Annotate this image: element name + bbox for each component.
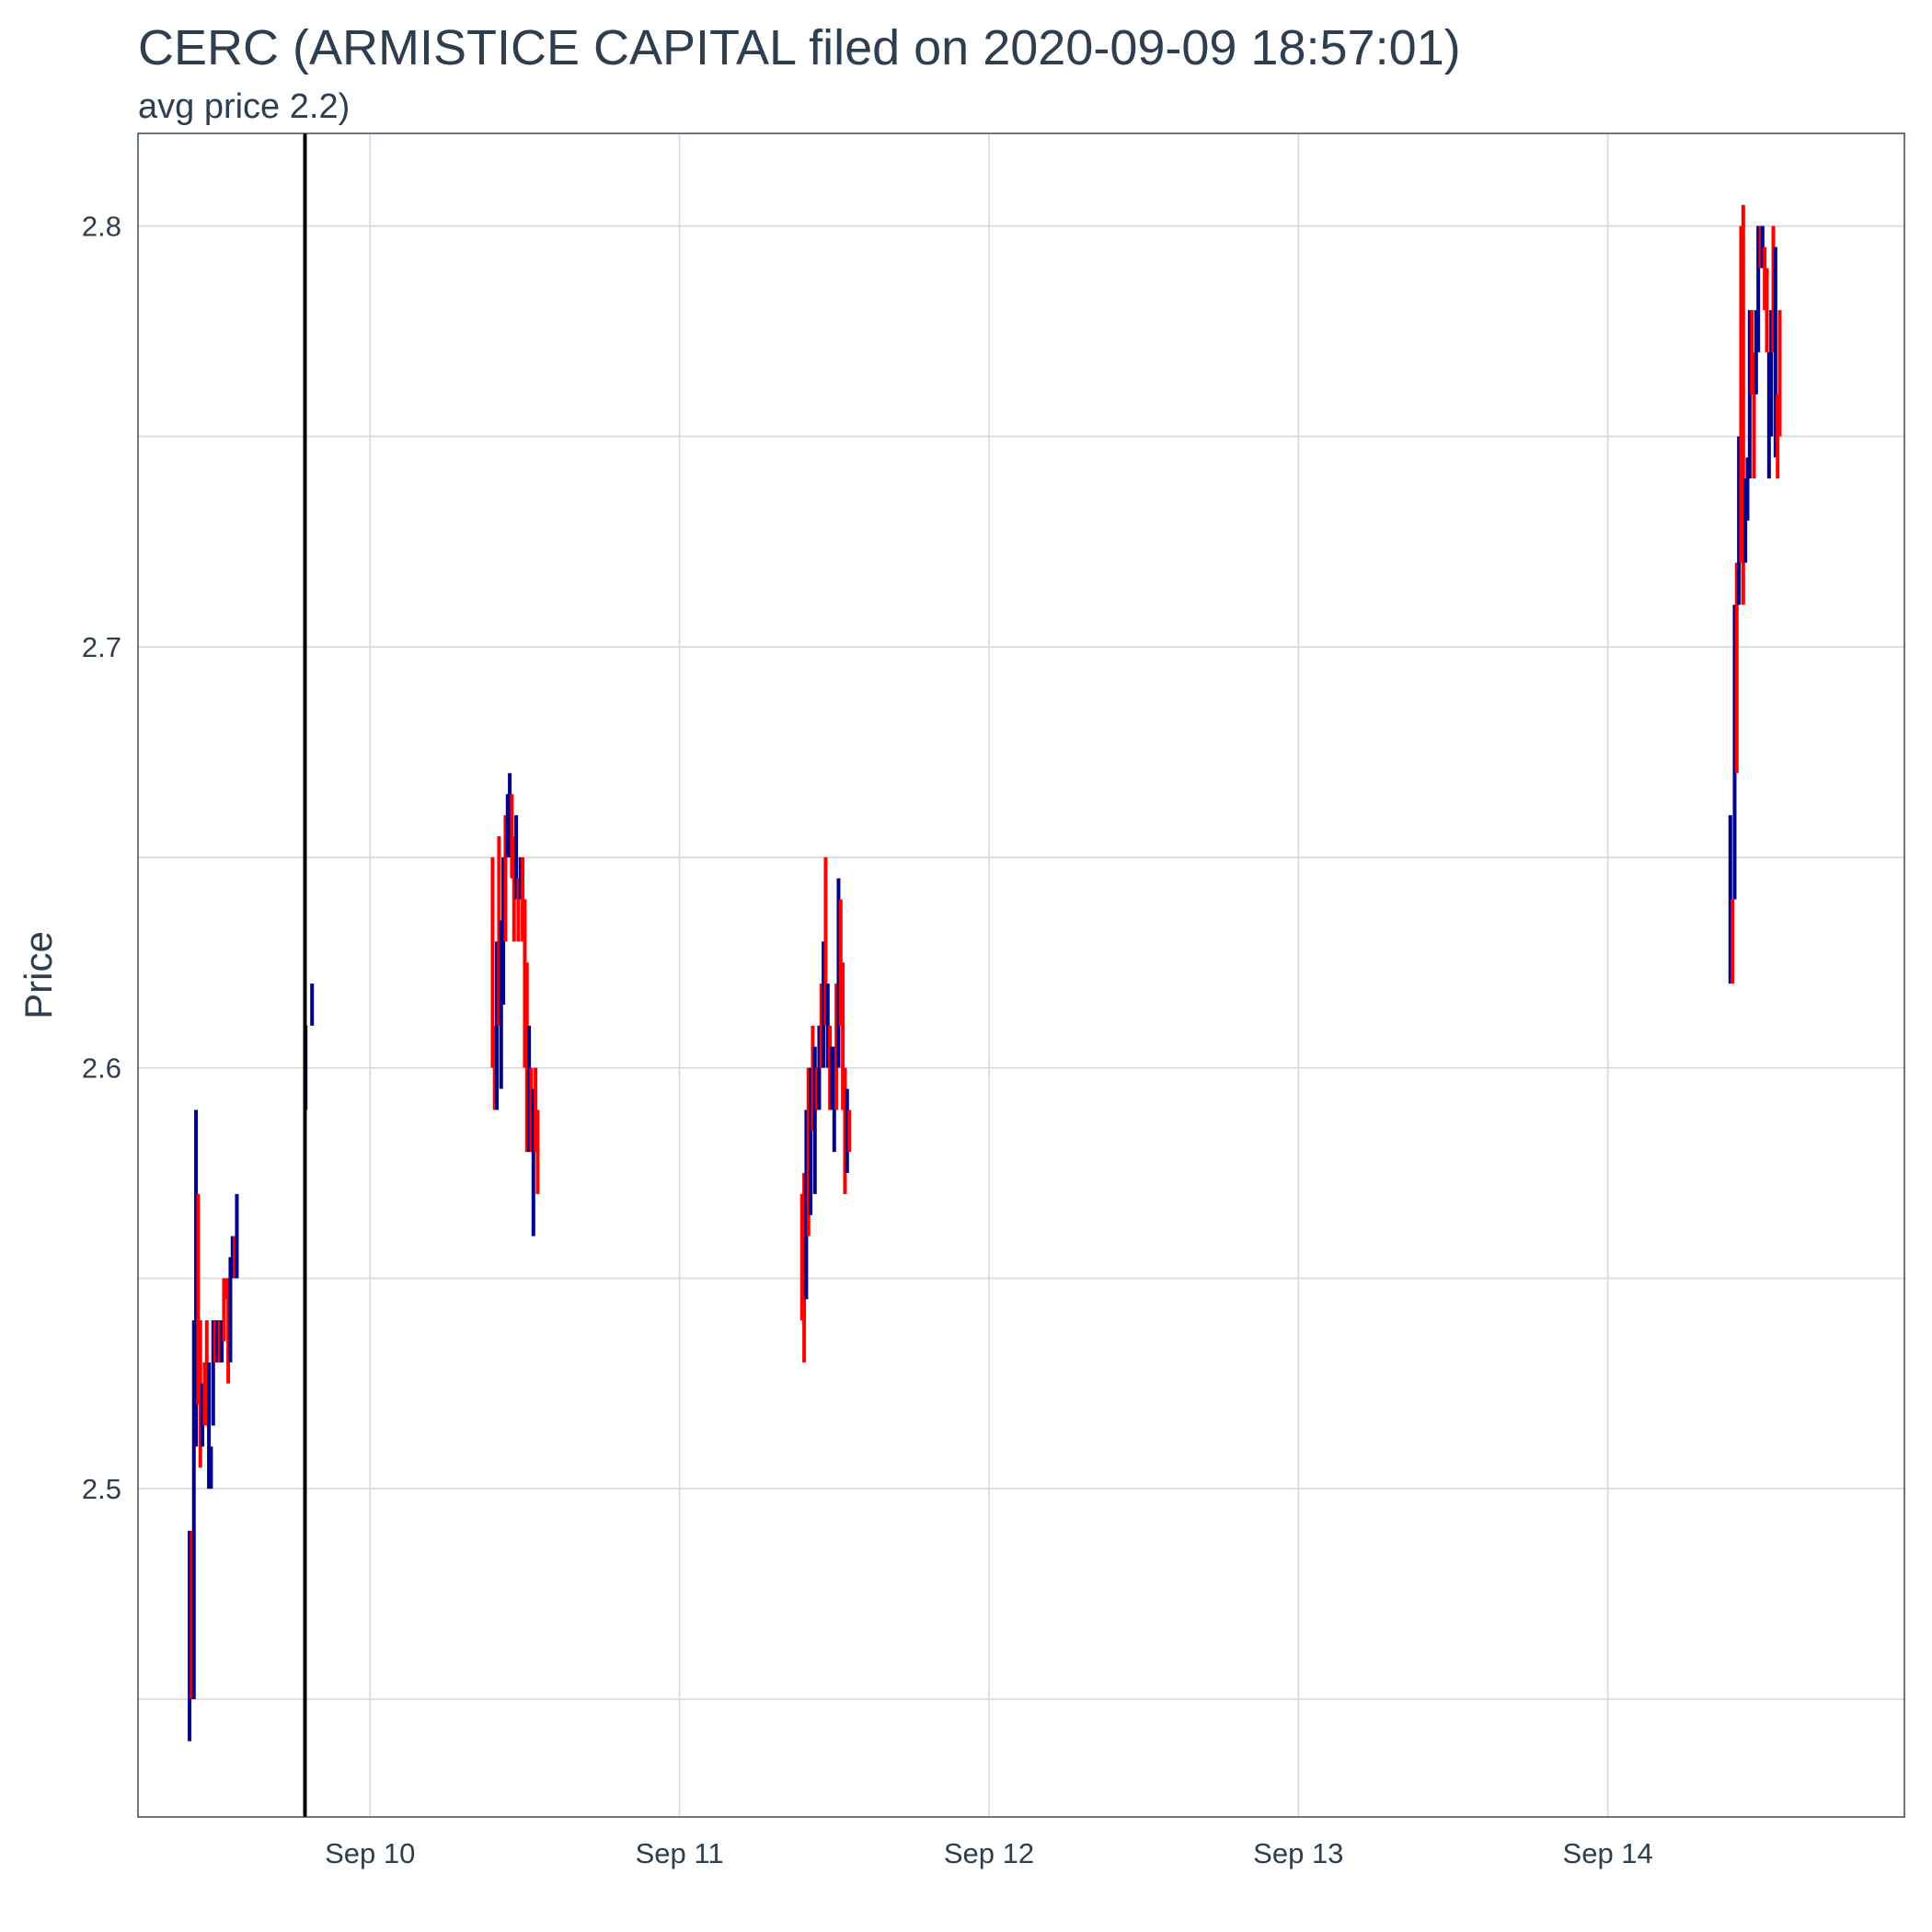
- y-axis-ticks: 2.5 2.6 2.7 2.8: [82, 211, 121, 1506]
- x-tick-label: Sep 11: [636, 1837, 724, 1869]
- ohlc-bars: [188, 204, 1782, 1742]
- x-tick-label: Sep 13: [1253, 1837, 1343, 1869]
- x-tick-label: Sep 14: [1563, 1837, 1653, 1869]
- chart-subtitle: avg price 2.2): [138, 87, 350, 126]
- y-tick-label: 2.7: [82, 631, 121, 663]
- y-axis-label: Price: [17, 931, 60, 1019]
- plot-panel: [137, 132, 1905, 1818]
- y-tick-label: 2.8: [82, 211, 121, 243]
- y-tick-label: 2.5: [82, 1473, 121, 1505]
- chart-title: CERC (ARMISTICE CAPITAL filed on 2020-09…: [138, 20, 1461, 75]
- x-tick-label: Sep 12: [944, 1837, 1034, 1869]
- grid-lines: [138, 133, 1904, 1817]
- x-axis-ticks: Sep 10 Sep 11 Sep 12 Sep 13 Sep 14: [325, 1837, 1653, 1869]
- y-tick-label: 2.6: [82, 1052, 121, 1085]
- x-tick-label: Sep 10: [325, 1837, 415, 1869]
